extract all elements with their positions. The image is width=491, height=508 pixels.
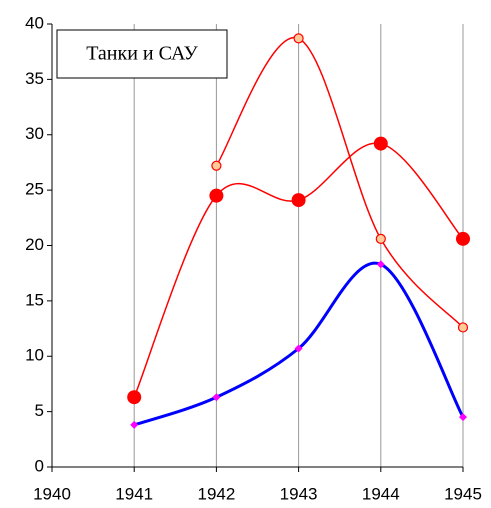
marker [291, 193, 306, 208]
marker [457, 322, 469, 333]
marker [376, 260, 385, 269]
x-tick-label: 1942 [197, 484, 235, 503]
chart-title: Танки и САУ [86, 43, 198, 65]
series-line [215, 36, 464, 328]
y-tick-label: 10 [25, 346, 44, 365]
marker [130, 420, 139, 429]
y-tick-label: 30 [25, 124, 44, 143]
y-tick-label: 5 [35, 401, 44, 420]
y-tick-label: 0 [35, 456, 44, 475]
marker [456, 231, 470, 246]
y-tick-label: 35 [25, 69, 44, 88]
marker [459, 413, 467, 422]
y-tick-label: 40 [25, 13, 44, 32]
x-tick-label: 1940 [33, 484, 71, 503]
x-tick-label: 1944 [362, 484, 400, 503]
marker [127, 390, 142, 405]
marker [294, 344, 303, 353]
marker [373, 136, 388, 151]
x-tick-label: 1941 [115, 484, 153, 503]
marker [209, 188, 224, 203]
y-tick-label: 25 [25, 180, 44, 199]
marker [211, 160, 222, 171]
marker [293, 33, 304, 44]
x-tick-label: 1943 [280, 484, 318, 503]
title-box [56, 29, 228, 79]
marker [212, 393, 221, 402]
y-tick-label: 15 [25, 290, 44, 309]
x-tick-label: 1945 [444, 484, 482, 503]
marker [375, 233, 386, 244]
y-tick-label: 20 [25, 235, 44, 254]
series-line [133, 261, 465, 427]
